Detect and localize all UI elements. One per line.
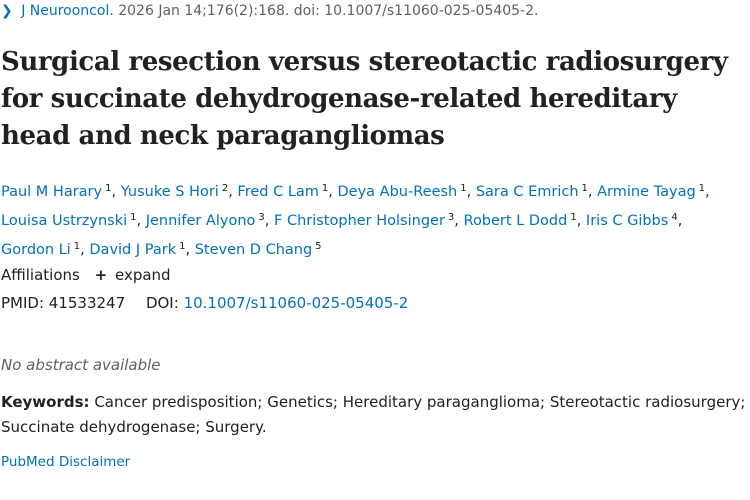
- author-separator: ,: [185, 242, 195, 258]
- author-item: Gordon Li 1: [1, 241, 81, 258]
- affiliation-number[interactable]: 1: [570, 212, 577, 223]
- author-name-link[interactable]: Iris C Gibbs: [585, 213, 669, 229]
- author-item: Steven D Chang 5: [194, 241, 322, 258]
- author-item: Armine Tayag 1: [597, 183, 706, 200]
- affiliation-number[interactable]: 1: [698, 183, 706, 194]
- keywords-text: Cancer predisposition; Genetics; Heredit…: [1, 393, 746, 436]
- author-item: Yusuke S Hori 2: [120, 183, 229, 200]
- author-name-link[interactable]: David J Park: [89, 242, 177, 258]
- affiliation-number[interactable]: 2: [221, 183, 229, 194]
- author-name-link[interactable]: Deya Abu-Reesh: [337, 184, 458, 200]
- author-name-link[interactable]: Sara C Emrich: [475, 184, 579, 200]
- author-separator: ,: [576, 213, 586, 229]
- author-name-link[interactable]: Louisa Ustrzynski: [1, 213, 128, 229]
- author-item: Deya Abu-Reesh 1: [337, 183, 467, 200]
- author-item: David J Park 1: [89, 241, 186, 258]
- author-name-link[interactable]: Jennifer Alyono: [145, 213, 256, 229]
- affiliation-number[interactable]: 1: [105, 183, 112, 194]
- chevron-right-icon[interactable]: ❯: [1, 3, 13, 19]
- doi-link[interactable]: 10.1007/s11060-025-05405-2: [183, 294, 409, 312]
- author-name-link[interactable]: Fred C Lam: [237, 184, 319, 200]
- author-separator: ,: [328, 184, 338, 200]
- author-name-link[interactable]: Steven D Chang: [194, 242, 313, 258]
- affiliation-number[interactable]: 1: [73, 241, 81, 252]
- author-separator: ,: [677, 213, 683, 229]
- author-separator: ,: [264, 213, 274, 229]
- author-separator: ,: [111, 184, 121, 200]
- citation-line: ❯ J Neurooncol. 2026 Jan 14;176(2):168. …: [1, 3, 539, 19]
- expand-affiliations-button[interactable]: expand: [114, 266, 171, 284]
- no-abstract-notice: No abstract available: [1, 356, 161, 374]
- affiliation-number[interactable]: 5: [315, 241, 322, 252]
- identifiers-row: PMID: 41533247 DOI: 10.1007/s11060-025-0…: [1, 294, 408, 312]
- author-name-link[interactable]: Yusuke S Hori: [120, 184, 219, 200]
- author-separator: ,: [466, 184, 476, 200]
- author-name-link[interactable]: Gordon Li: [1, 242, 71, 258]
- affiliation-number[interactable]: 1: [581, 183, 588, 194]
- author-item: Fred C Lam 1: [237, 183, 329, 200]
- keywords-label: Keywords:: [1, 393, 90, 411]
- author-separator: ,: [587, 184, 598, 200]
- author-item: Sara C Emrich 1: [475, 183, 588, 200]
- author-separator: ,: [705, 184, 710, 200]
- author-name-link[interactable]: Armine Tayag: [597, 184, 696, 200]
- affiliation-number[interactable]: 3: [258, 212, 265, 223]
- author-name-link[interactable]: Paul M Harary: [1, 184, 103, 200]
- author-item: Paul M Harary 1: [1, 183, 112, 200]
- affiliation-number[interactable]: 1: [179, 241, 186, 252]
- doi-label: DOI:: [145, 294, 179, 312]
- author-item: Louisa Ustrzynski 1: [1, 212, 137, 229]
- pmid-value: 41533247: [48, 294, 126, 312]
- article-title: Surgical resection versus stereotactic r…: [1, 47, 728, 151]
- plus-icon[interactable]: +: [94, 266, 108, 284]
- affiliation-number[interactable]: 1: [460, 183, 467, 194]
- author-name-link[interactable]: F Christopher Holsinger: [274, 213, 445, 229]
- author-separator: ,: [228, 184, 238, 200]
- author-item: Jennifer Alyono 3: [145, 212, 265, 229]
- pmid-label: PMID:: [1, 294, 45, 312]
- affiliation-number[interactable]: 3: [447, 212, 455, 223]
- author-separator: ,: [80, 242, 90, 258]
- affiliations-label: Affiliations: [1, 266, 80, 284]
- authors-list: Paul M Harary 1, Yusuke S Hori 2, Fred C L…: [1, 176, 749, 263]
- author-item: Robert L Dodd 1: [463, 212, 577, 229]
- author-name-link[interactable]: Robert L Dodd: [463, 213, 568, 229]
- affiliation-number[interactable]: 4: [671, 212, 678, 223]
- citation-details: 2026 Jan 14;176(2):168. doi: 10.1007/s11…: [118, 3, 539, 19]
- author-item: Iris C Gibbs 4: [585, 212, 678, 229]
- author-item: F Christopher Holsinger 3: [274, 212, 455, 229]
- journal-link[interactable]: J Neurooncol.: [21, 3, 114, 19]
- affiliation-number[interactable]: 1: [321, 183, 329, 194]
- keywords-section: Keywords: Cancer predisposition; Genetic…: [1, 390, 749, 440]
- author-separator: ,: [454, 213, 464, 229]
- affiliation-number[interactable]: 1: [130, 212, 137, 223]
- affiliations-row: Affiliations + expand: [1, 266, 171, 284]
- pubmed-disclaimer-link[interactable]: PubMed Disclaimer: [1, 454, 131, 470]
- author-separator: ,: [136, 213, 146, 229]
